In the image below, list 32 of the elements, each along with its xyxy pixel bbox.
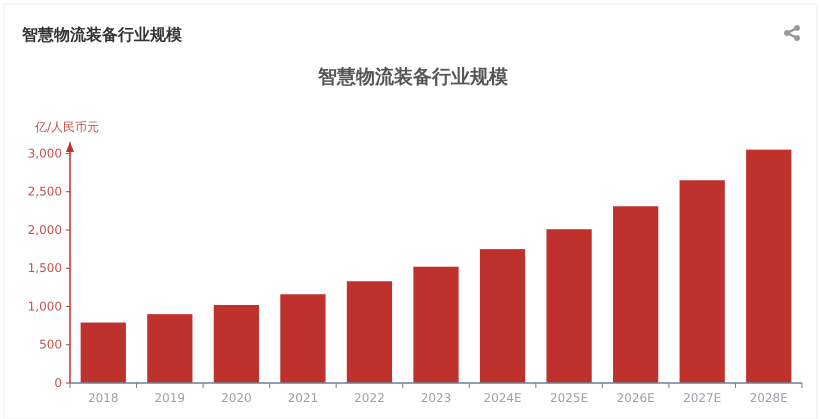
bar [546,229,592,383]
x-tick-label: 2021 [288,391,318,405]
y-tick-label: 2,500 [28,184,62,199]
x-tick-label: 2018 [88,391,119,405]
bar [680,180,725,383]
bar [413,266,459,383]
y-axis-title: 亿/人民币元 [34,120,100,134]
x-tick-label: 2026E [616,391,655,405]
x-tick-label: 2024E [483,391,522,405]
bar [346,281,392,383]
text: 智慧物流装备行业规模 [21,25,182,44]
bar [480,249,526,383]
bar [80,322,126,383]
x-tick-label: 2023 [420,391,452,405]
bar [613,206,658,383]
bar [214,304,259,383]
x-tick-label: 2028E [750,391,788,405]
bar [147,314,192,383]
x-tick-label: 2022 [354,391,385,405]
chart-title: 智慧物流装备行业规模 [317,66,508,88]
x-tick-label: 2020 [221,391,252,405]
y-tick-label: 500 [39,338,62,352]
x-tick-label: 2025E [550,391,588,405]
x-tick-label: 2027E [683,391,722,405]
x-tick-label: 2019 [154,391,186,405]
y-tick-label: 2,000 [28,222,62,237]
y-tick-label: 0 [54,376,62,390]
y-tick-label: 3,000 [28,146,62,160]
bar [746,150,792,383]
bar [280,294,326,383]
y-tick-label: 1,000 [28,299,62,314]
y-tick-label: 1,500 [28,261,62,276]
